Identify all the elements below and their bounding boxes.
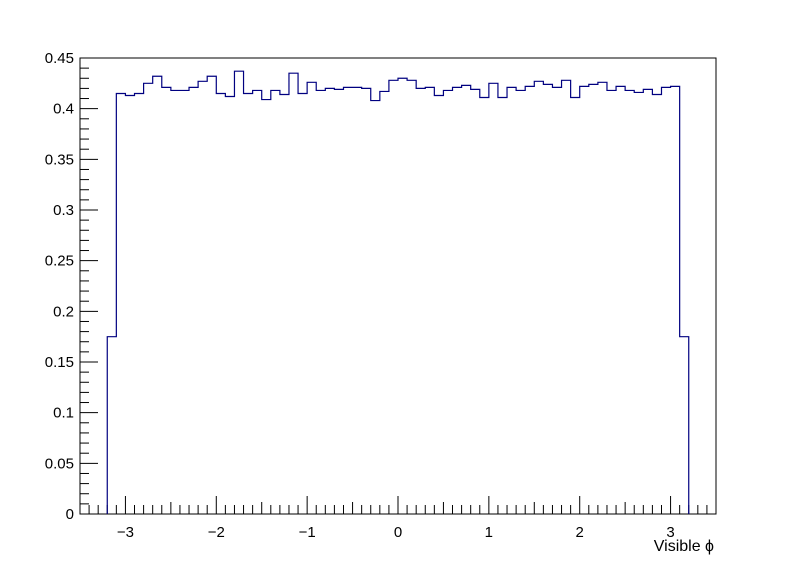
x-tick-label: −3 <box>117 524 134 541</box>
x-tick-label: −2 <box>208 524 225 541</box>
x-tick-label: 3 <box>666 524 674 541</box>
x-axis: −3 −2 −1 0 1 2 3 <box>79 496 717 541</box>
x-tick-label: 1 <box>485 524 493 541</box>
y-tick-label: 0.4 <box>53 101 74 118</box>
y-tick-label: 0.45 <box>45 50 74 67</box>
x-tick-label: 0 <box>394 524 402 541</box>
histogram-line <box>106 70 690 514</box>
x-tick-label: 2 <box>576 524 584 541</box>
y-tick-label: 0.2 <box>53 303 74 320</box>
y-tick-label: 0.05 <box>45 455 74 472</box>
y-axis: 0 0.05 0.1 0.15 0.2 0.25 0.3 0.35 0.4 0.45 <box>45 50 98 523</box>
y-tick-label: 0.35 <box>45 151 74 168</box>
y-tick-label: 0 <box>66 506 74 523</box>
y-tick-label: 0.15 <box>45 354 74 371</box>
x-axis-title: Visible ϕ <box>654 538 714 555</box>
y-tick-label: 0.1 <box>53 405 74 422</box>
plot-frame <box>79 57 717 515</box>
y-tick-label: 0.3 <box>53 202 74 219</box>
x-tick-label: −1 <box>299 524 316 541</box>
y-tick-label: 0.25 <box>45 253 74 270</box>
